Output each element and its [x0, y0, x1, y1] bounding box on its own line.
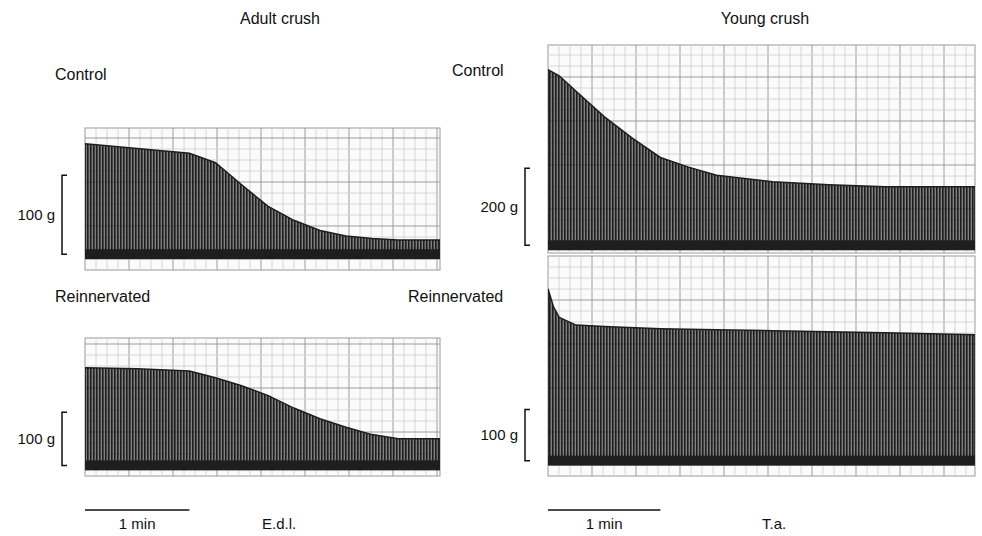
muscle-label: T.a. [762, 515, 786, 532]
scale-bar: 100 g [17, 412, 67, 465]
scale-bar-label: 100 g [17, 430, 55, 447]
scale-bar-line [525, 168, 530, 245]
baseline-band [85, 249, 440, 259]
scale-bar-line [525, 409, 530, 460]
plot-frame [548, 45, 975, 253]
plot-frame [85, 128, 440, 270]
paper-line [548, 311, 975, 312]
group-title: Young crush [721, 10, 809, 27]
baseline-band [85, 460, 440, 470]
paper-line [548, 289, 975, 290]
paper-line [548, 278, 975, 279]
panel-title: Reinnervated [408, 288, 503, 305]
tension-trace [548, 289, 975, 461]
paper-line [548, 322, 975, 323]
time-bar [85, 509, 189, 511]
trace-group [85, 144, 440, 259]
time-bar [548, 509, 660, 511]
scale-bar: 200 g [480, 168, 530, 245]
scale-bar-label: 200 g [480, 198, 518, 215]
plot-frame [548, 256, 975, 476]
baseline-band [548, 240, 975, 250]
figure: Control 100 g Reinnervated 100 g Control 200 … [0, 0, 982, 536]
time-bar-label: 1 min [586, 515, 623, 532]
paper-line [548, 55, 975, 56]
tension-trace [548, 70, 975, 246]
scale-bar-line [62, 175, 67, 254]
group-title: Adult crush [240, 10, 320, 27]
baseline-band [548, 456, 975, 466]
paper-line [548, 77, 975, 78]
paper-line [548, 66, 975, 67]
paper-line [85, 355, 440, 356]
paper-line [548, 267, 975, 268]
chart-paper [85, 338, 440, 476]
scale-bar: 100 g [480, 409, 530, 460]
tension-trace [85, 144, 440, 254]
paper-line [548, 121, 975, 122]
paper-line [548, 88, 975, 89]
plot-frame [85, 338, 440, 476]
scale-bar-line [62, 412, 67, 465]
scale-bar: 100 g [17, 175, 67, 254]
paper-line [85, 344, 440, 345]
chart-paper [548, 45, 975, 253]
scale-bar-label: 100 g [480, 426, 518, 443]
trace-group [85, 368, 440, 471]
trace-group [548, 70, 975, 251]
time-bar-label: 1 min [119, 515, 156, 532]
paper-line [548, 110, 975, 111]
panel-title: Control [55, 66, 107, 83]
muscle-label: E.d.l. [262, 515, 296, 532]
paper-line [548, 300, 975, 301]
paper-line [85, 366, 440, 367]
chart-paper [85, 128, 440, 270]
panel-title: Control [452, 62, 504, 79]
scale-bar-label: 100 g [17, 206, 55, 223]
paper-line [85, 138, 440, 139]
panel-title: Reinnervated [55, 288, 150, 305]
trace-group [548, 289, 975, 466]
tension-trace [85, 368, 440, 466]
chart-paper [548, 256, 975, 476]
paper-line [548, 99, 975, 100]
